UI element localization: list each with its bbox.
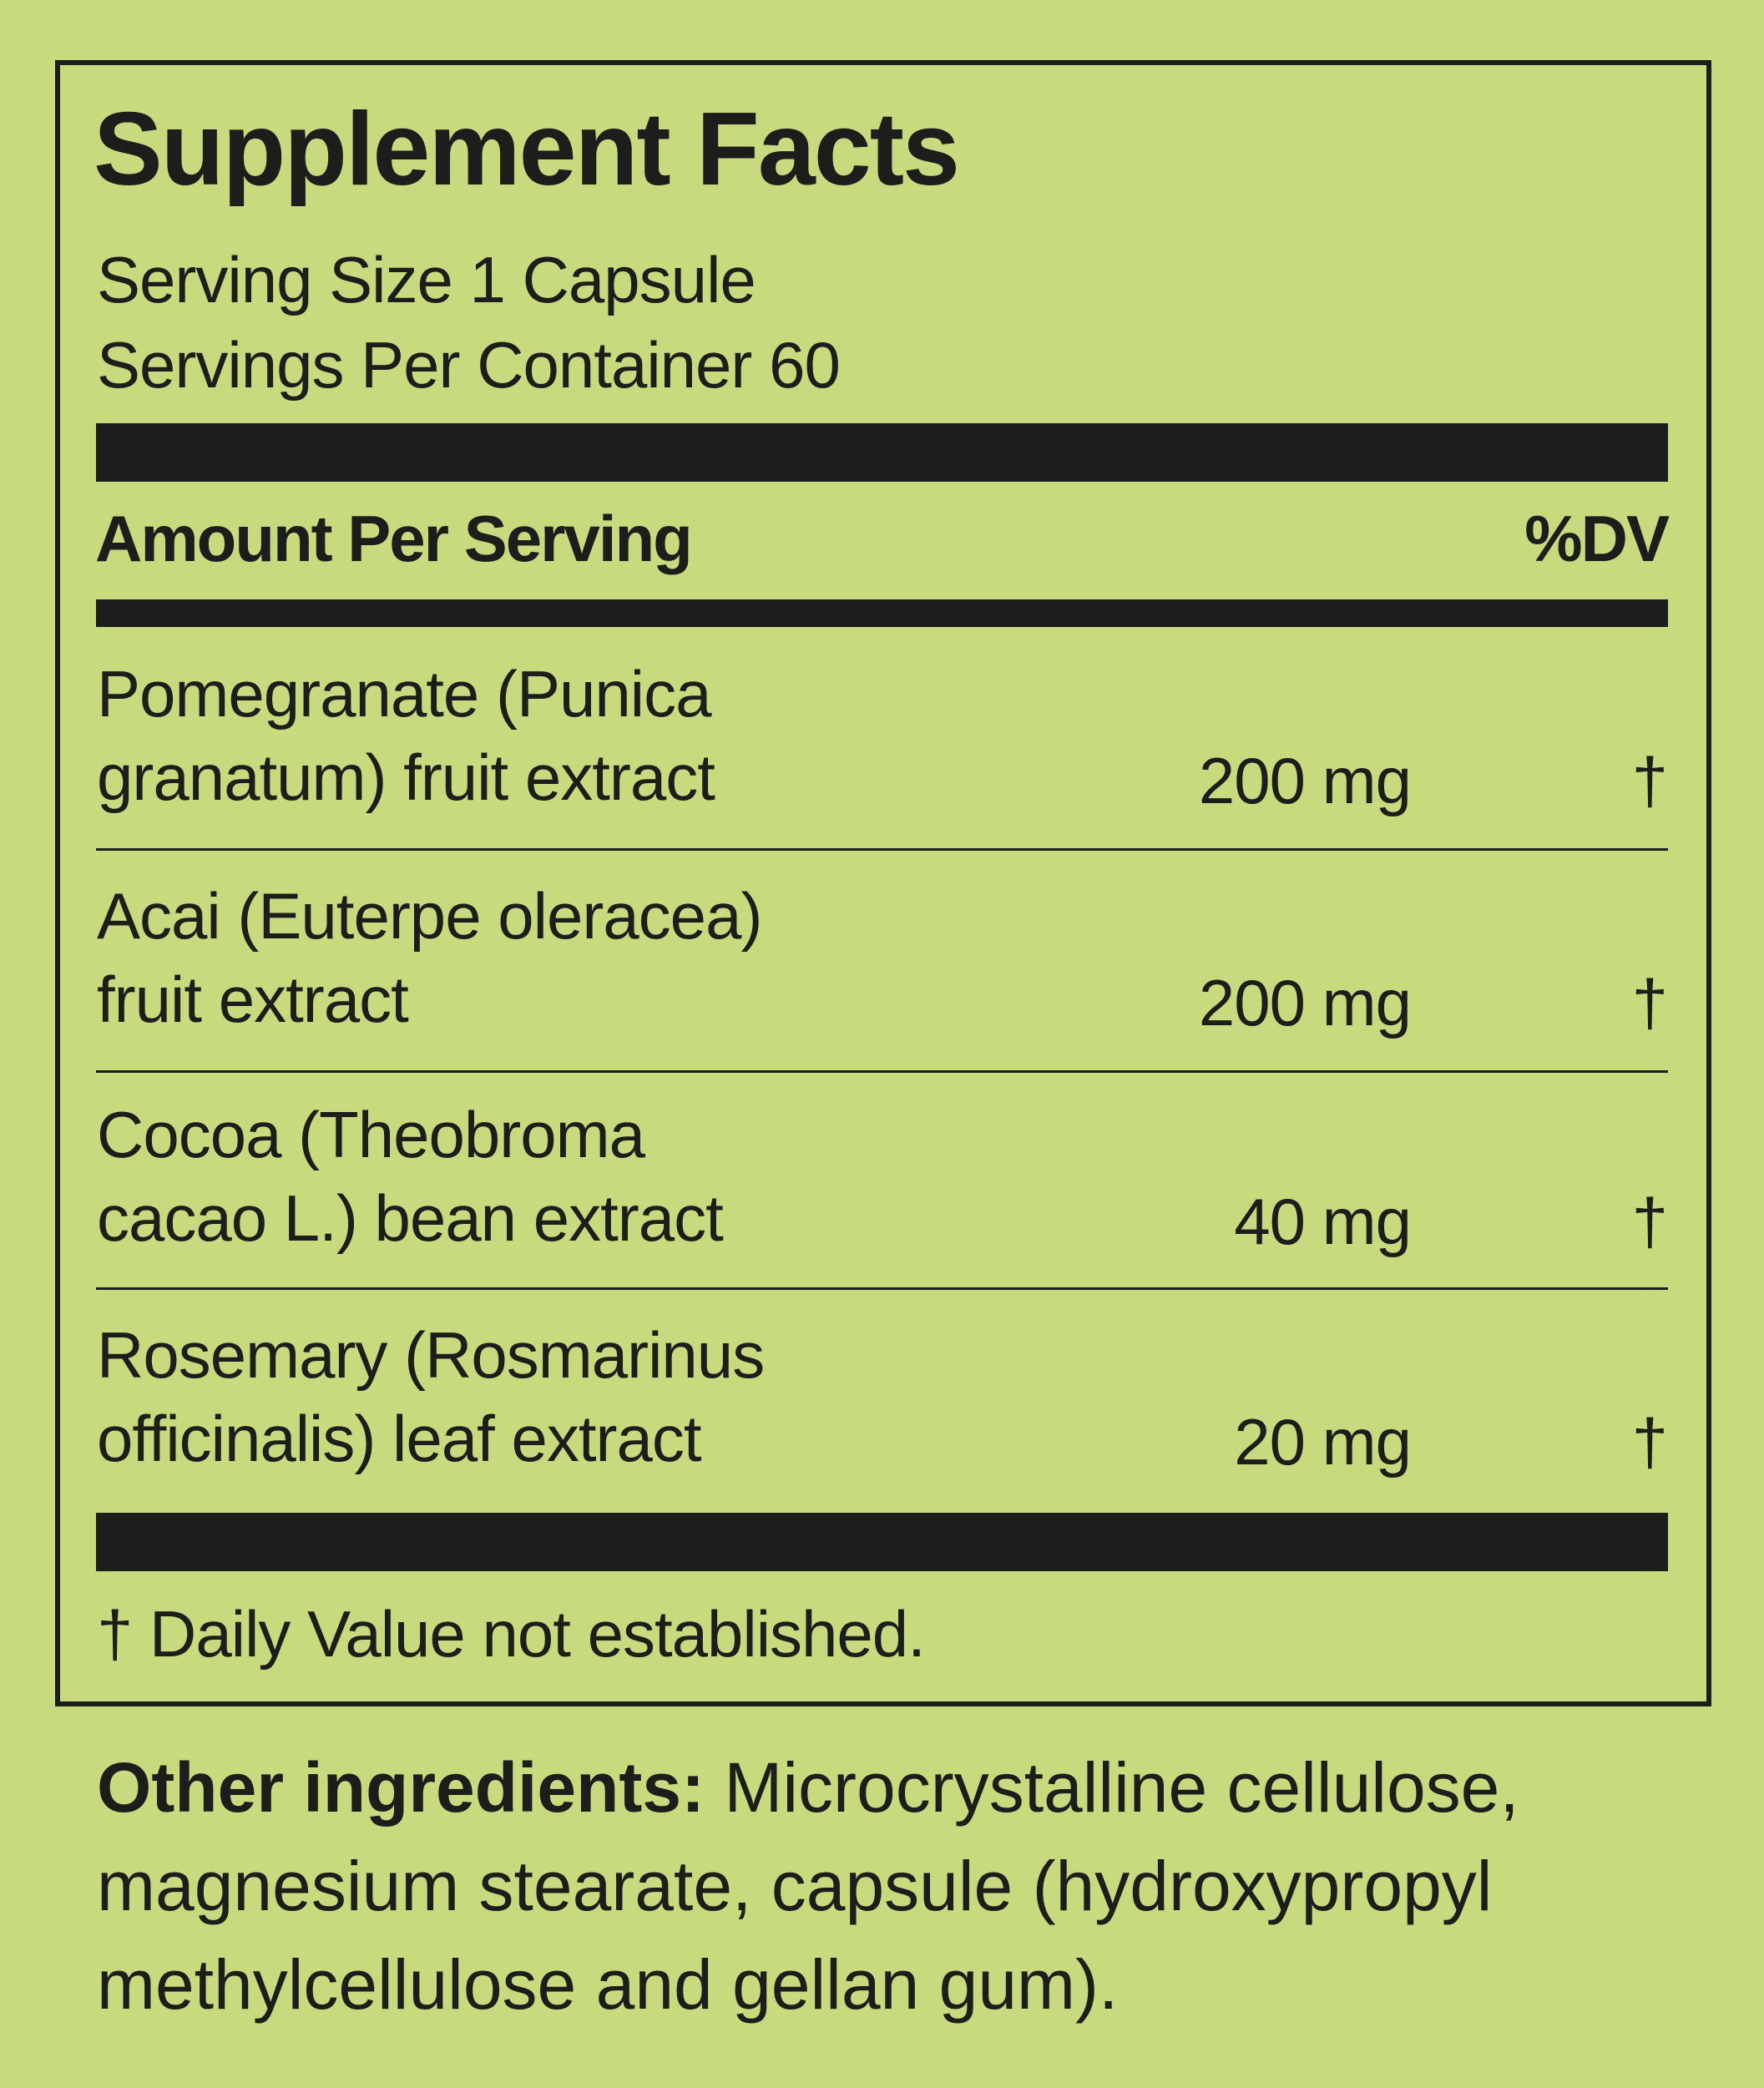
serving-size: Serving Size 1 Capsule: [97, 243, 756, 316]
row-divider: [96, 848, 1668, 851]
other-ingredients-label: Other ingredients:: [97, 1748, 705, 1827]
ingredient-dv: †: [1631, 966, 1668, 1039]
ingredient-name-cont: granatum) fruit extract: [97, 741, 715, 814]
ingredient-name: Rosemary (Rosmarinus: [97, 1318, 765, 1392]
ingredient-dv: †: [1631, 1405, 1668, 1479]
ingredient-name-cont: cacao L.) bean extract: [97, 1181, 724, 1255]
medium-divider: [96, 599, 1668, 627]
footnote: † Daily Value not established.: [97, 1597, 926, 1671]
ingredient-name: Pomegranate (Punica: [97, 657, 711, 731]
ingredient-name-cont: officinalis) leaf extract: [97, 1402, 702, 1475]
ingredient-name-cont: fruit extract: [97, 963, 409, 1036]
row-divider: [96, 1287, 1668, 1290]
panel-title: Supplement Facts: [94, 92, 960, 207]
ingredient-amount: 20 mg: [1234, 1405, 1412, 1479]
ingredient-amount: 40 mg: [1234, 1185, 1412, 1258]
ingredient-dv: †: [1631, 744, 1668, 817]
supplement-facts-panel: [55, 60, 1711, 1706]
amount-per-serving-header: Amount Per Serving: [95, 502, 693, 575]
ingredient-amount: 200 mg: [1198, 744, 1412, 817]
dv-header: %DV: [1524, 502, 1670, 575]
other-ingredients: Other ingredients: Microcrystalline cell…: [97, 1738, 1683, 2034]
ingredient-dv: †: [1631, 1185, 1668, 1258]
row-divider: [96, 1070, 1668, 1073]
ingredient-amount: 200 mg: [1198, 966, 1412, 1039]
thick-divider-bottom: [96, 1513, 1668, 1571]
ingredient-name: Acai (Euterpe oleracea): [97, 879, 762, 953]
servings-per-container: Servings Per Container 60: [97, 328, 841, 402]
thick-divider: [96, 423, 1668, 482]
ingredient-name: Cocoa (Theobroma: [97, 1098, 645, 1171]
other-ingredients-text: Microcrystalline cellulose, magnesium st…: [97, 1748, 1519, 2024]
